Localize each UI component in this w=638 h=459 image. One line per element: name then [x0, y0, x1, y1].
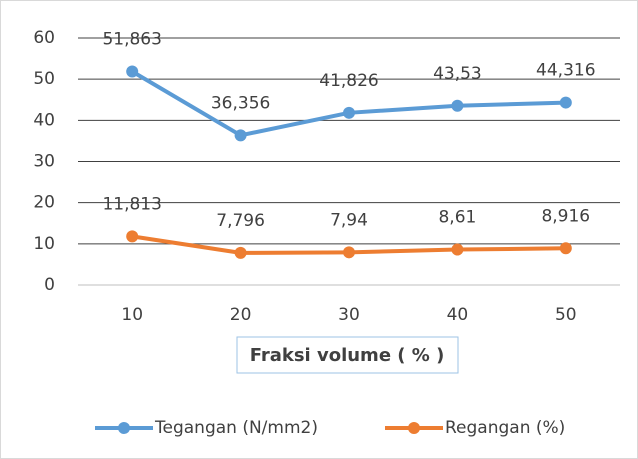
- x-label-box: [236, 336, 459, 374]
- legend-swatch-marker: [118, 422, 130, 434]
- x-tick-label: 20: [230, 305, 252, 325]
- data-label: 7,94: [330, 210, 368, 230]
- data-label: 43,53: [433, 64, 482, 84]
- x-tick-label: 40: [447, 305, 469, 325]
- data-label: 44,316: [536, 61, 595, 81]
- data-label: 8,916: [541, 206, 590, 226]
- y-tick-label: 0: [44, 275, 55, 295]
- y-tick-label: 50: [33, 69, 55, 89]
- data-label: 11,813: [102, 194, 161, 214]
- data-point: [234, 129, 247, 142]
- data-point: [559, 242, 572, 255]
- legend-label: Regangan (%): [445, 418, 565, 438]
- data-label: 36,356: [211, 93, 270, 113]
- y-tick-label: 20: [33, 193, 55, 213]
- data-label: 8,61: [438, 208, 476, 228]
- y-tick-label: 10: [33, 234, 55, 254]
- y-tick-label: 30: [33, 152, 55, 172]
- data-label: 51,863: [102, 29, 161, 49]
- data-point: [234, 246, 247, 259]
- legend-label: Tegangan (N/mm2): [154, 418, 318, 438]
- data-point: [451, 243, 464, 256]
- data-point: [126, 230, 139, 243]
- data-point: [343, 246, 355, 259]
- data-label: 7,796: [216, 211, 265, 231]
- legend-swatch-marker: [408, 422, 420, 434]
- data-point: [559, 96, 572, 109]
- y-tick-label: 40: [33, 110, 55, 130]
- data-point: [451, 99, 464, 112]
- x-tick-label: 30: [338, 305, 360, 325]
- x-tick-label: 50: [555, 305, 577, 325]
- data-label: 41,826: [319, 71, 378, 91]
- y-tick-label: 60: [33, 28, 55, 48]
- x-tick-label: 10: [121, 305, 143, 325]
- data-point: [343, 106, 355, 119]
- data-point: [126, 65, 139, 78]
- x-axis-label: Fraksi volume ( % ): [250, 345, 445, 366]
